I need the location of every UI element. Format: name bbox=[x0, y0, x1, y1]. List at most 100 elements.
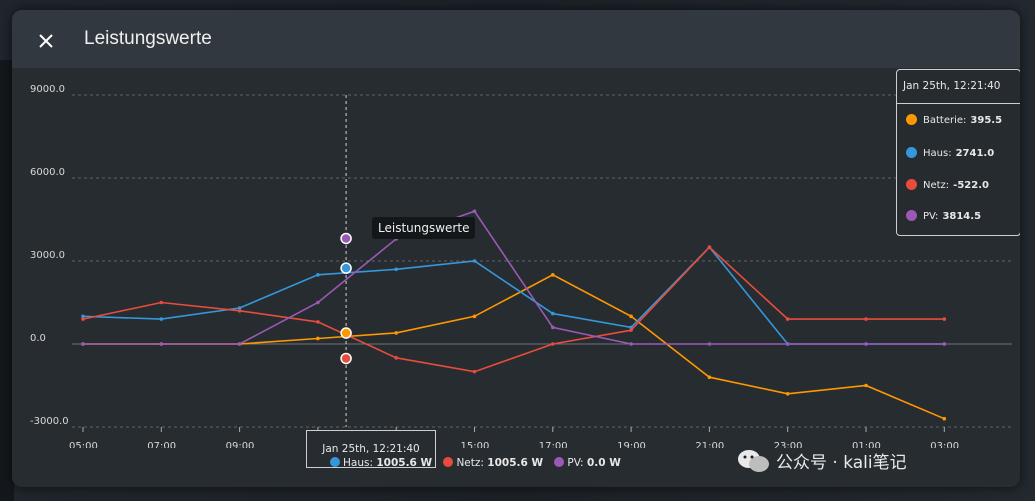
batterie-dot bbox=[906, 114, 917, 125]
data-point-haus bbox=[81, 314, 85, 319]
data-point-haus bbox=[551, 311, 555, 316]
side-tooltip-title: Jan 25th, 12:21:40 bbox=[903, 80, 1001, 92]
y-tick-label: 0.0 bbox=[30, 333, 46, 344]
tooltip-value: 3814.5 bbox=[942, 211, 982, 222]
legend-item-haus[interactable]: Haus: 1005.6 W bbox=[330, 457, 432, 469]
tooltip-value: 2741.0 bbox=[955, 148, 995, 159]
data-point-haus bbox=[472, 259, 477, 263]
y-tick-label: -3000.0 bbox=[30, 416, 69, 427]
data-point-haus bbox=[394, 267, 399, 272]
x-tick-label: 15:00 bbox=[461, 441, 490, 448]
legend-value: 1005.6 W bbox=[487, 457, 544, 469]
data-point-pv bbox=[864, 342, 868, 346]
close-button[interactable] bbox=[34, 29, 58, 53]
y-tick-label: 3000.0 bbox=[30, 250, 65, 261]
highlight-point-netz bbox=[340, 352, 352, 365]
data-point-batterie bbox=[316, 336, 320, 341]
background-panel bbox=[0, 60, 14, 501]
x-tick-label: 03:00 bbox=[930, 441, 959, 448]
data-point-pv bbox=[316, 300, 320, 305]
series-line-batterie bbox=[83, 273, 945, 420]
data-point-netz bbox=[942, 317, 947, 321]
series-line-pv bbox=[83, 210, 945, 345]
watermark: 公众号 · kali笔记 bbox=[736, 448, 907, 474]
tooltip-row-netz: Netz: -522.0 bbox=[906, 179, 989, 191]
hover-series-label: Leistungswerte bbox=[372, 217, 476, 239]
tooltip-label: Haus: bbox=[923, 148, 952, 159]
netz-legend-dot bbox=[443, 457, 454, 467]
data-point-pv bbox=[159, 342, 164, 346]
legend-item-netz[interactable]: Netz: 1005.6 W bbox=[443, 457, 543, 469]
dialog-title: Leistungswerte bbox=[84, 28, 212, 49]
tooltip-row-batterie: Batterie: 395.5 bbox=[906, 114, 1002, 126]
data-point-haus bbox=[237, 306, 242, 310]
x-tick-label: 07:00 bbox=[147, 441, 176, 448]
data-point-batterie bbox=[707, 375, 712, 380]
x-tick-label: 01:00 bbox=[852, 441, 881, 448]
y-tick-label: 9000.0 bbox=[30, 84, 65, 95]
tooltip-value: -522.0 bbox=[953, 180, 989, 191]
legend-label: Netz: bbox=[456, 457, 484, 469]
legend-value: 0.0 W bbox=[586, 457, 621, 469]
pv-dot bbox=[906, 210, 917, 221]
wechat-icon bbox=[738, 450, 769, 472]
power-chart[interactable]: 9000.0 6000.0 3000.0 0.0 -3000.0 05:00 07:00 09… bbox=[12, 68, 1020, 448]
haus-dot bbox=[906, 147, 917, 158]
tooltip-row-pv: PV: 3814.5 bbox=[906, 210, 981, 222]
x-tick-label: 19:00 bbox=[617, 441, 646, 448]
x-tick-label: 05:00 bbox=[69, 441, 98, 448]
legend-item-pv[interactable]: PV: 0.0 W bbox=[554, 457, 621, 469]
data-point-batterie bbox=[551, 273, 555, 277]
data-point-batterie bbox=[785, 392, 790, 396]
data-point-netz bbox=[551, 342, 555, 346]
data-point-netz bbox=[394, 356, 399, 360]
netz-dot bbox=[906, 179, 917, 190]
data-point-netz bbox=[159, 300, 164, 305]
data-point-pv bbox=[81, 342, 85, 346]
chart-legend: Haus: 1005.6 W Netz: 1005.6 W PV: 0.0 W bbox=[330, 457, 629, 469]
side-tooltip: Jan 25th, 12:21:40 Batterie: 395.5 Haus: 2… bbox=[896, 69, 1020, 236]
watermark-text: 公众号 · kali笔记 bbox=[776, 453, 907, 473]
data-point-pv bbox=[942, 342, 947, 346]
data-point-pv bbox=[472, 209, 477, 213]
data-point-pv bbox=[707, 342, 712, 346]
data-point-pv bbox=[237, 342, 242, 346]
data-point-netz bbox=[864, 317, 868, 321]
data-point-batterie bbox=[629, 314, 633, 319]
tooltip-label: Netz: bbox=[923, 180, 950, 191]
data-point-pv bbox=[785, 342, 790, 346]
tooltip-row-haus: Haus: 2741.0 bbox=[906, 147, 994, 159]
data-point-netz bbox=[707, 245, 712, 249]
legend-label: Haus: bbox=[343, 457, 373, 469]
tooltip-label: Batterie: bbox=[923, 115, 967, 126]
highlight-point-batterie bbox=[340, 327, 352, 339]
data-point-batterie bbox=[472, 314, 477, 319]
data-point-netz bbox=[237, 309, 242, 313]
pv-legend-dot bbox=[554, 457, 565, 467]
data-point-netz bbox=[785, 317, 790, 321]
series-line-netz bbox=[82, 246, 945, 373]
data-point-pv bbox=[629, 342, 633, 346]
x-tick-label: 17:00 bbox=[539, 441, 568, 448]
haus-legend-dot bbox=[330, 457, 340, 467]
data-point-pv bbox=[551, 325, 555, 330]
data-point-netz bbox=[316, 320, 320, 324]
legend-label: PV: bbox=[567, 457, 584, 469]
side-tooltip-divider bbox=[897, 103, 1020, 104]
y-tick-label: 6000.0 bbox=[30, 167, 65, 178]
tooltip-value: 395.5 bbox=[970, 115, 1003, 126]
data-point-haus bbox=[159, 317, 164, 321]
axis-time-tooltip: Jan 25th, 12:21:40 bbox=[306, 430, 436, 468]
data-point-batterie bbox=[394, 331, 399, 335]
dialog-header: Leistungswerte bbox=[12, 10, 1020, 68]
close-icon[interactable] bbox=[34, 29, 58, 53]
tooltip-label: PV: bbox=[923, 211, 939, 222]
x-tick-label: 09:00 bbox=[226, 441, 255, 448]
legend-value: 1005.6 W bbox=[376, 457, 433, 469]
data-point-netz bbox=[81, 317, 85, 321]
data-point-batterie bbox=[864, 383, 868, 388]
highlight-point-pv bbox=[340, 232, 352, 245]
data-point-batterie bbox=[942, 416, 947, 421]
power-dialog: Leistungswerte 9000.0 6000.0 3000.0 0.0 -300… bbox=[12, 10, 1020, 487]
data-point-haus bbox=[316, 273, 320, 277]
